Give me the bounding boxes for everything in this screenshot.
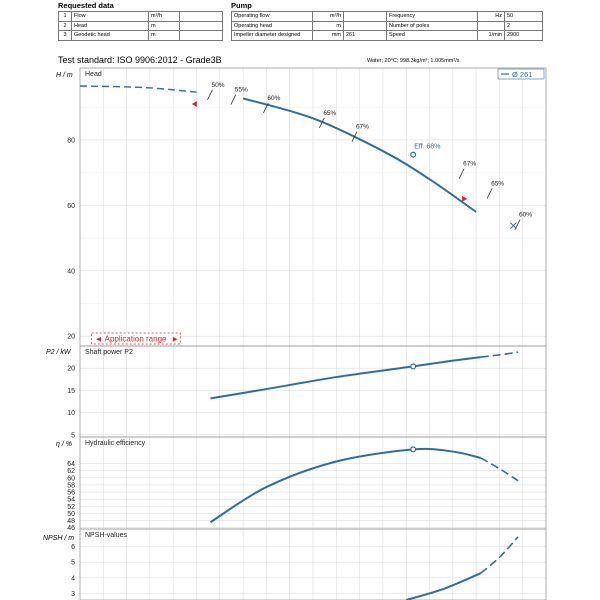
panel-title: Shaft power P2 xyxy=(85,349,133,356)
application-range-right-arrow: ► xyxy=(171,335,179,344)
efficiency-label: 67% xyxy=(463,161,476,168)
efficiency-axis-label: η / % xyxy=(56,441,72,448)
panel-title: Hydraulic efficiency xyxy=(85,440,146,447)
tick-label: 80 xyxy=(67,137,75,144)
end-marker xyxy=(510,222,517,229)
tick-label: 58 xyxy=(67,482,75,489)
series-line-dashed xyxy=(480,457,519,482)
tick-label: 52 xyxy=(67,504,75,511)
tick-label: 5 xyxy=(71,560,75,567)
efficiency-label: 65% xyxy=(491,181,504,188)
efficiency-label: 60% xyxy=(519,212,532,219)
tick-label: 40 xyxy=(67,268,75,275)
tick-label: 60 xyxy=(67,203,75,210)
panel-frame xyxy=(79,528,547,600)
table-row: Operating head m Number of poles 2 xyxy=(231,20,543,31)
tick-label: 5 xyxy=(71,432,75,439)
row-value xyxy=(179,30,223,41)
application-range-box xyxy=(91,332,181,345)
efficiency-label: 67% xyxy=(356,124,369,131)
efficiency-tick xyxy=(207,89,213,100)
application-range-label: Application range xyxy=(105,335,167,344)
tick-label: 46 xyxy=(67,525,75,532)
tick-label: 62 xyxy=(67,468,75,475)
tick-label: 56 xyxy=(67,490,75,497)
efficiency-label: 55% xyxy=(235,87,248,94)
series-line xyxy=(405,572,482,600)
legend-entry: Ø 261 xyxy=(512,70,532,79)
series-line-dashed xyxy=(480,351,519,358)
tick-label: 50 xyxy=(67,511,75,518)
tick-label: 3 xyxy=(71,591,75,598)
efficiency-tick xyxy=(351,131,358,142)
pump-title: Pump xyxy=(231,1,252,10)
application-range-left-arrow: ◄ xyxy=(95,335,103,344)
requested-data-table: 1 Flow m³/h 2 Head m 3 Geodetic head m xyxy=(58,11,223,41)
duty-point xyxy=(410,151,417,158)
pump-table: Operating flow m³/h Frequency Hz 50 Oper… xyxy=(231,11,543,41)
efficiency-label: 50% xyxy=(211,82,224,89)
duty-point-label: Eff. 68% xyxy=(414,144,440,151)
requested-data-title: Requested data xyxy=(58,1,114,10)
tick-label: 6 xyxy=(71,544,75,551)
series-line xyxy=(209,447,481,524)
table-row: Impeller diameter designed mm 261 Speed … xyxy=(231,30,543,41)
tick-label: 60 xyxy=(67,475,75,482)
head-axis-label: H / m xyxy=(56,72,73,79)
tick-label: 4 xyxy=(71,575,75,582)
tick-label: 48 xyxy=(67,518,75,525)
npsh-axis-label: NPSH / m xyxy=(43,535,75,542)
efficiency-label: 65% xyxy=(323,110,336,117)
tick-label: 10 xyxy=(67,410,75,417)
tick-label: 54 xyxy=(67,497,75,504)
efficiency-tick xyxy=(318,117,325,129)
range-start-marker xyxy=(191,100,197,107)
tick-label: 20 xyxy=(67,366,75,373)
power-axis-label: P2 / kW xyxy=(46,349,71,356)
legend-box xyxy=(497,68,545,80)
tick-label: 15 xyxy=(67,388,75,395)
series-line-dashed xyxy=(480,536,519,574)
test-standard: Test standard: ISO 9906:2012 - Grade3B xyxy=(58,55,222,65)
panel-title: NPSH-values xyxy=(85,532,128,539)
tick-label: 64 xyxy=(67,461,75,468)
series-line-dashed xyxy=(79,85,197,93)
duty-point xyxy=(410,363,417,370)
efficiency-label: 60% xyxy=(267,95,280,102)
water-info: Water; 20°C; 998.3kg/m³; 1.005mm²/s xyxy=(367,58,460,64)
duty-point xyxy=(410,446,417,453)
tick-label: 20 xyxy=(67,334,75,341)
range-end-marker xyxy=(462,195,468,202)
efficiency-tick xyxy=(458,168,465,179)
efficiency-tick xyxy=(486,188,493,199)
series-line xyxy=(242,97,477,213)
panel-title: Head xyxy=(85,71,102,78)
efficiency-tick xyxy=(263,102,269,114)
series-line xyxy=(210,356,481,400)
pump-value-2: 2900 xyxy=(504,30,543,41)
efficiency-tick xyxy=(230,94,237,105)
table-row: 3 Geodetic head m xyxy=(58,30,223,41)
